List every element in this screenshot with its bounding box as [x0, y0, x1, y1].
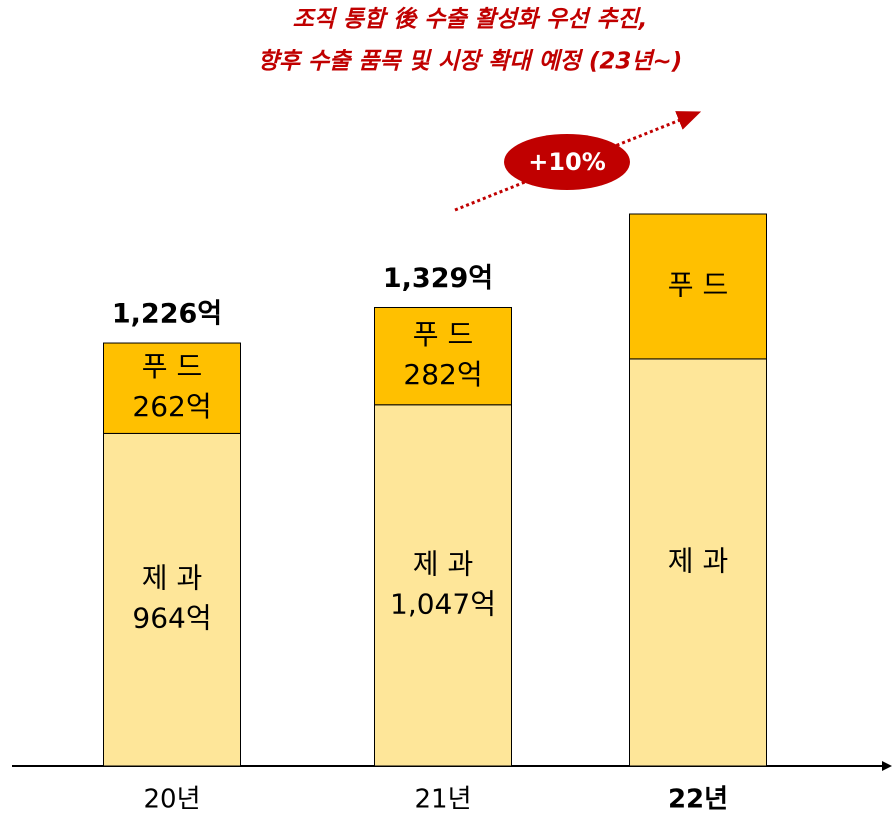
- bar-segment: [629, 213, 767, 360]
- title-line: 향후 수출 품목 및 시장 확대 예정 (23년~): [258, 49, 683, 75]
- annotation: +10%: [528, 148, 606, 176]
- bar-segment: [103, 432, 241, 767]
- segment-name: 제 과: [668, 544, 728, 577]
- segment-value: 282억: [403, 358, 482, 391]
- segment-name: 푸 드: [142, 350, 202, 383]
- segment-name: 푸 드: [413, 318, 473, 351]
- total-label: 1,329억: [383, 263, 493, 294]
- segment-value: 964억: [132, 602, 211, 635]
- title-line: 조직 통합 後 수출 활성화 우선 추진,: [293, 7, 648, 33]
- x-tick-label: 21년: [414, 785, 471, 815]
- segment-name: 제 과: [413, 547, 473, 580]
- x-tick-label: 20년: [143, 785, 200, 815]
- bar-segment: [103, 342, 241, 434]
- segment-value: 262억: [132, 390, 211, 423]
- annotation-badge: [504, 134, 630, 190]
- bar-segment: [374, 306, 512, 406]
- x-tick-label: 22년: [668, 785, 728, 815]
- bar-segment: [629, 358, 767, 767]
- segment-name: 푸 드: [668, 268, 728, 301]
- segment-value: 1,047억: [390, 587, 496, 620]
- total-label: 1,226억: [112, 299, 222, 330]
- bar-segment: [374, 404, 512, 767]
- segment-name: 제 과: [142, 562, 202, 595]
